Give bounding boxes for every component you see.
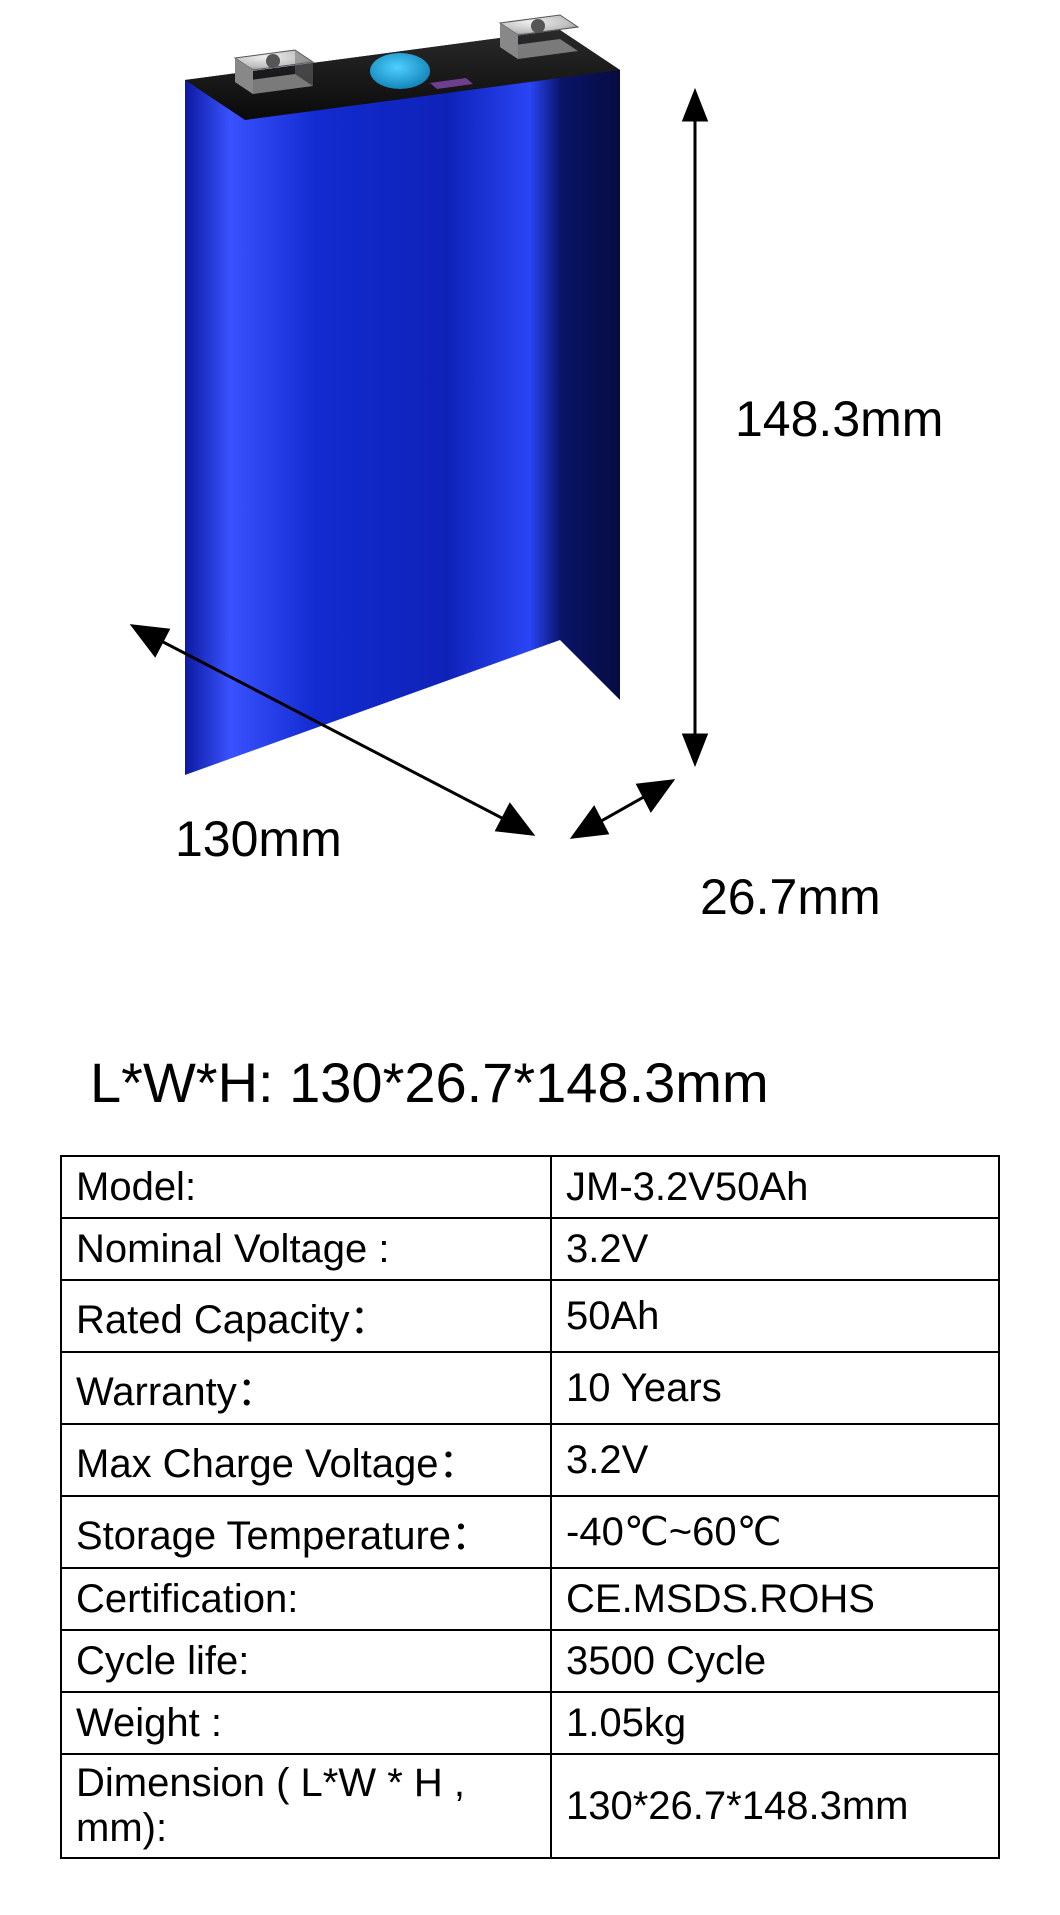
spec-value: 3500 Cycle: [551, 1630, 999, 1692]
spec-table: Model:JM-3.2V50AhNominal Voltage :3.2VRa…: [60, 1155, 1000, 1859]
spec-key: Max Charge Voltage：: [61, 1424, 551, 1496]
spec-value: CE.MSDS.ROHS: [551, 1568, 999, 1630]
spec-value: JM-3.2V50Ah: [551, 1156, 999, 1218]
table-row: Cycle life:3500 Cycle: [61, 1630, 999, 1692]
spec-key: Certification:: [61, 1568, 551, 1630]
spec-key: Nominal Voltage :: [61, 1218, 551, 1280]
page: 148.3mm 130mm 26.7mm L*W*H: 130*26.7*148…: [0, 0, 1060, 1859]
table-row: Storage Temperature：-40℃~60℃: [61, 1496, 999, 1568]
table-row: Max Charge Voltage：3.2V: [61, 1424, 999, 1496]
spec-key: Warranty：: [61, 1352, 551, 1424]
spec-value: 10 Years: [551, 1352, 999, 1424]
table-row: Nominal Voltage :3.2V: [61, 1218, 999, 1280]
table-row: Weight :1.05kg: [61, 1692, 999, 1754]
spec-value: -40℃~60℃: [551, 1496, 999, 1568]
spec-value: 50Ah: [551, 1280, 999, 1352]
battery-svg: [0, 0, 1060, 1010]
spec-key: Model:: [61, 1156, 551, 1218]
spec-value: 130*26.7*148.3mm: [551, 1754, 999, 1858]
table-row: Dimension ( L*W * H , mm):130*26.7*148.3…: [61, 1754, 999, 1858]
spec-key: Cycle life:: [61, 1630, 551, 1692]
spec-key: Rated Capacity：: [61, 1280, 551, 1352]
spec-key: Storage Temperature：: [61, 1496, 551, 1568]
length-label: 130mm: [175, 810, 342, 868]
table-row: Model:JM-3.2V50Ah: [61, 1156, 999, 1218]
width-label: 26.7mm: [700, 868, 881, 926]
spec-value: 3.2V: [551, 1424, 999, 1496]
battery-diagram: 148.3mm 130mm 26.7mm: [0, 0, 1060, 1010]
spec-value: 3.2V: [551, 1218, 999, 1280]
table-row: Certification:CE.MSDS.ROHS: [61, 1568, 999, 1630]
spec-key: Dimension ( L*W * H , mm):: [61, 1754, 551, 1858]
table-row: Rated Capacity：50Ah: [61, 1280, 999, 1352]
spec-value: 1.05kg: [551, 1692, 999, 1754]
table-row: Warranty：10 Years: [61, 1352, 999, 1424]
height-label: 148.3mm: [735, 390, 943, 448]
lwh-summary: L*W*H: 130*26.7*148.3mm: [0, 1010, 1060, 1155]
spec-key: Weight :: [61, 1692, 551, 1754]
